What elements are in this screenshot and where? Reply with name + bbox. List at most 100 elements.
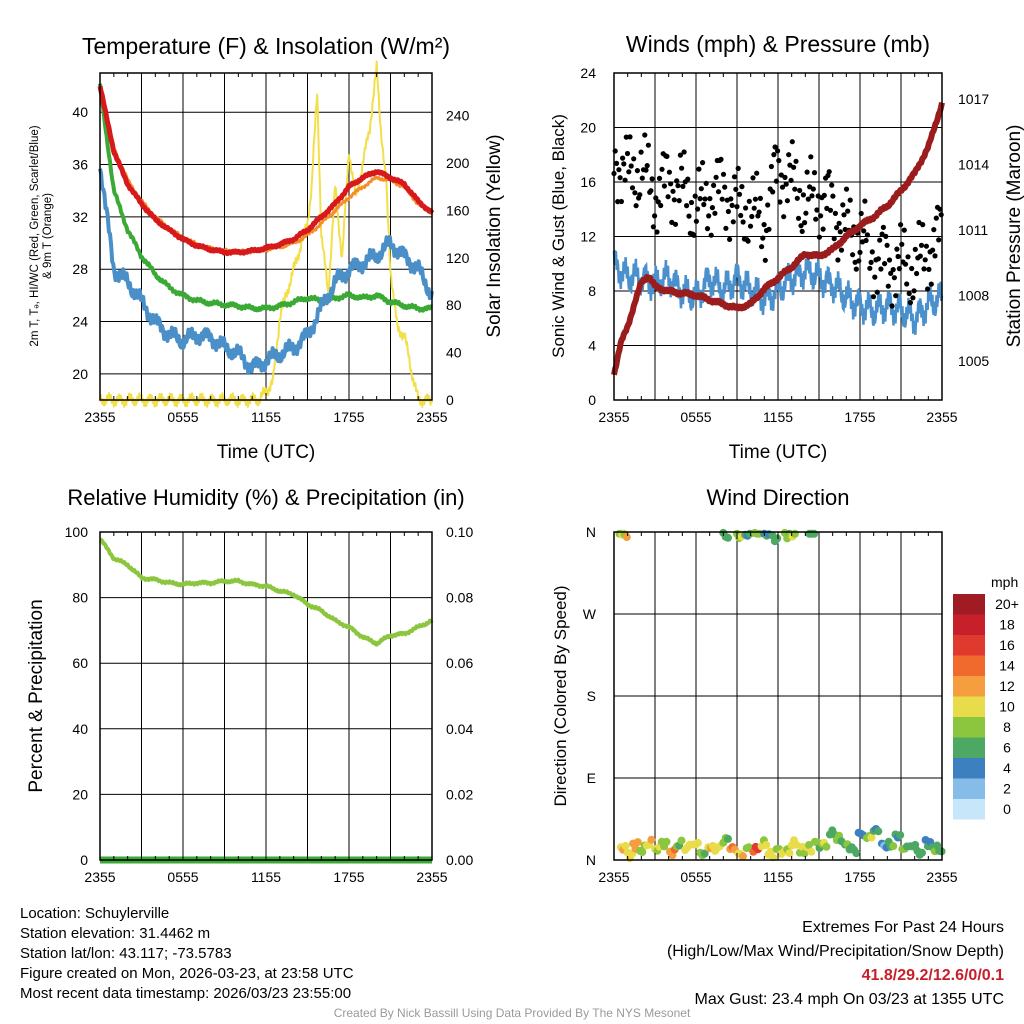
gust-point [931, 227, 937, 233]
gust-point [862, 198, 868, 204]
gust-point [634, 168, 641, 174]
gust-point [757, 195, 764, 201]
colorbar-label: 2 [1003, 781, 1011, 797]
gust-point [788, 177, 794, 183]
gust-point [746, 198, 752, 204]
gust-point [719, 196, 725, 202]
colorbar-label: 8 [1003, 719, 1011, 735]
gust-point [911, 288, 917, 294]
gust-point [783, 181, 789, 187]
gust-point [829, 182, 835, 188]
direction-point [677, 836, 686, 845]
gust-point [628, 163, 634, 169]
colorbar-label: 6 [1003, 740, 1011, 756]
gust-point [618, 198, 625, 205]
direction-point [773, 534, 782, 543]
y-right-tick-label: 0.04 [446, 721, 473, 737]
gust-point [907, 300, 914, 306]
gust-point [740, 219, 746, 225]
gust-point [672, 221, 679, 227]
colorbar-swatch [953, 799, 985, 820]
x-tick-label: 1755 [844, 409, 875, 425]
gust-point [708, 232, 714, 238]
x-tick-label: 0555 [167, 869, 198, 885]
x-tick-label: 1755 [333, 869, 364, 885]
x-tick-label: 2355 [926, 869, 957, 885]
gust-point [878, 266, 884, 272]
gust-point [691, 232, 697, 238]
gust-point [735, 165, 741, 171]
y-tick-label: 24 [72, 314, 88, 330]
gust-point [656, 175, 663, 181]
gust-point [727, 236, 733, 242]
y-axis-label: 2m T, Tₔ, HI/WC (Red, Green, Scarlet/Blu… [29, 125, 54, 346]
gust-point [653, 195, 659, 201]
gust-point [692, 193, 698, 199]
gust-point [816, 234, 823, 240]
gust-point [845, 208, 851, 214]
direction-point [911, 840, 920, 849]
direction-point [852, 849, 861, 858]
gust-point [802, 220, 808, 226]
gust-point [654, 229, 660, 235]
y-right-tick-label: 0.08 [446, 590, 473, 606]
y-tick-label: 32 [72, 209, 88, 225]
y-tick-label: 20 [72, 786, 88, 802]
y-right-tick-label: 1014 [958, 157, 989, 173]
gust-point [756, 209, 762, 215]
gust-point [749, 213, 755, 220]
gust-point [795, 215, 802, 221]
gust-point [922, 257, 928, 263]
gust-point [930, 247, 936, 253]
gust-point [720, 171, 727, 177]
gust-point [772, 144, 778, 150]
gust-point [861, 228, 867, 234]
y-right-tick-label: 1017 [958, 91, 989, 107]
gust-point [776, 158, 782, 164]
gust-point [937, 206, 943, 212]
gust-point [642, 132, 648, 138]
gust-point [624, 150, 631, 157]
gust-point [752, 196, 759, 202]
gust-point [782, 174, 788, 180]
gust-point [679, 165, 685, 171]
gust-point [810, 186, 816, 192]
gust-point [675, 183, 681, 189]
gust-point [926, 266, 932, 272]
gust-point [894, 246, 900, 252]
gust-point [627, 134, 633, 140]
gust-point [700, 160, 706, 166]
gust-point [765, 202, 771, 208]
gust-point [886, 257, 893, 263]
gust-point [701, 201, 707, 208]
gust-point [805, 196, 811, 202]
y-tick-label: 36 [72, 157, 88, 173]
colorbar-label: 18 [999, 617, 1015, 633]
y-tick-label: 0 [588, 392, 596, 408]
gust-point [728, 196, 734, 202]
gust-point [658, 202, 664, 209]
y-right-tick-label: 160 [446, 202, 470, 218]
x-tick-label: 1155 [763, 869, 793, 885]
gust-point [723, 225, 729, 231]
gust-point [836, 220, 842, 226]
x-tick-label: 2355 [926, 409, 957, 425]
gust-point [768, 163, 775, 170]
gust-point [890, 267, 896, 273]
direction-point [867, 833, 876, 842]
gust-point [778, 172, 784, 178]
gust-point [638, 149, 644, 155]
y-tick-label: 100 [65, 524, 89, 540]
gust-point [832, 210, 839, 216]
y-right-tick-label: 1011 [958, 222, 988, 238]
gust-point [745, 238, 751, 244]
credit-line: Created By Nick Bassill Using Data Provi… [333, 1006, 691, 1020]
gust-point [622, 177, 628, 183]
y-tick-label: 12 [580, 229, 596, 245]
colorbar-swatch [953, 676, 985, 697]
gust-point [665, 194, 671, 200]
y-right-tick-label: 1005 [958, 353, 989, 369]
extremes-values: 41.8/29.2/12.6/0/0.1 [861, 967, 1004, 984]
gust-point [791, 164, 797, 170]
